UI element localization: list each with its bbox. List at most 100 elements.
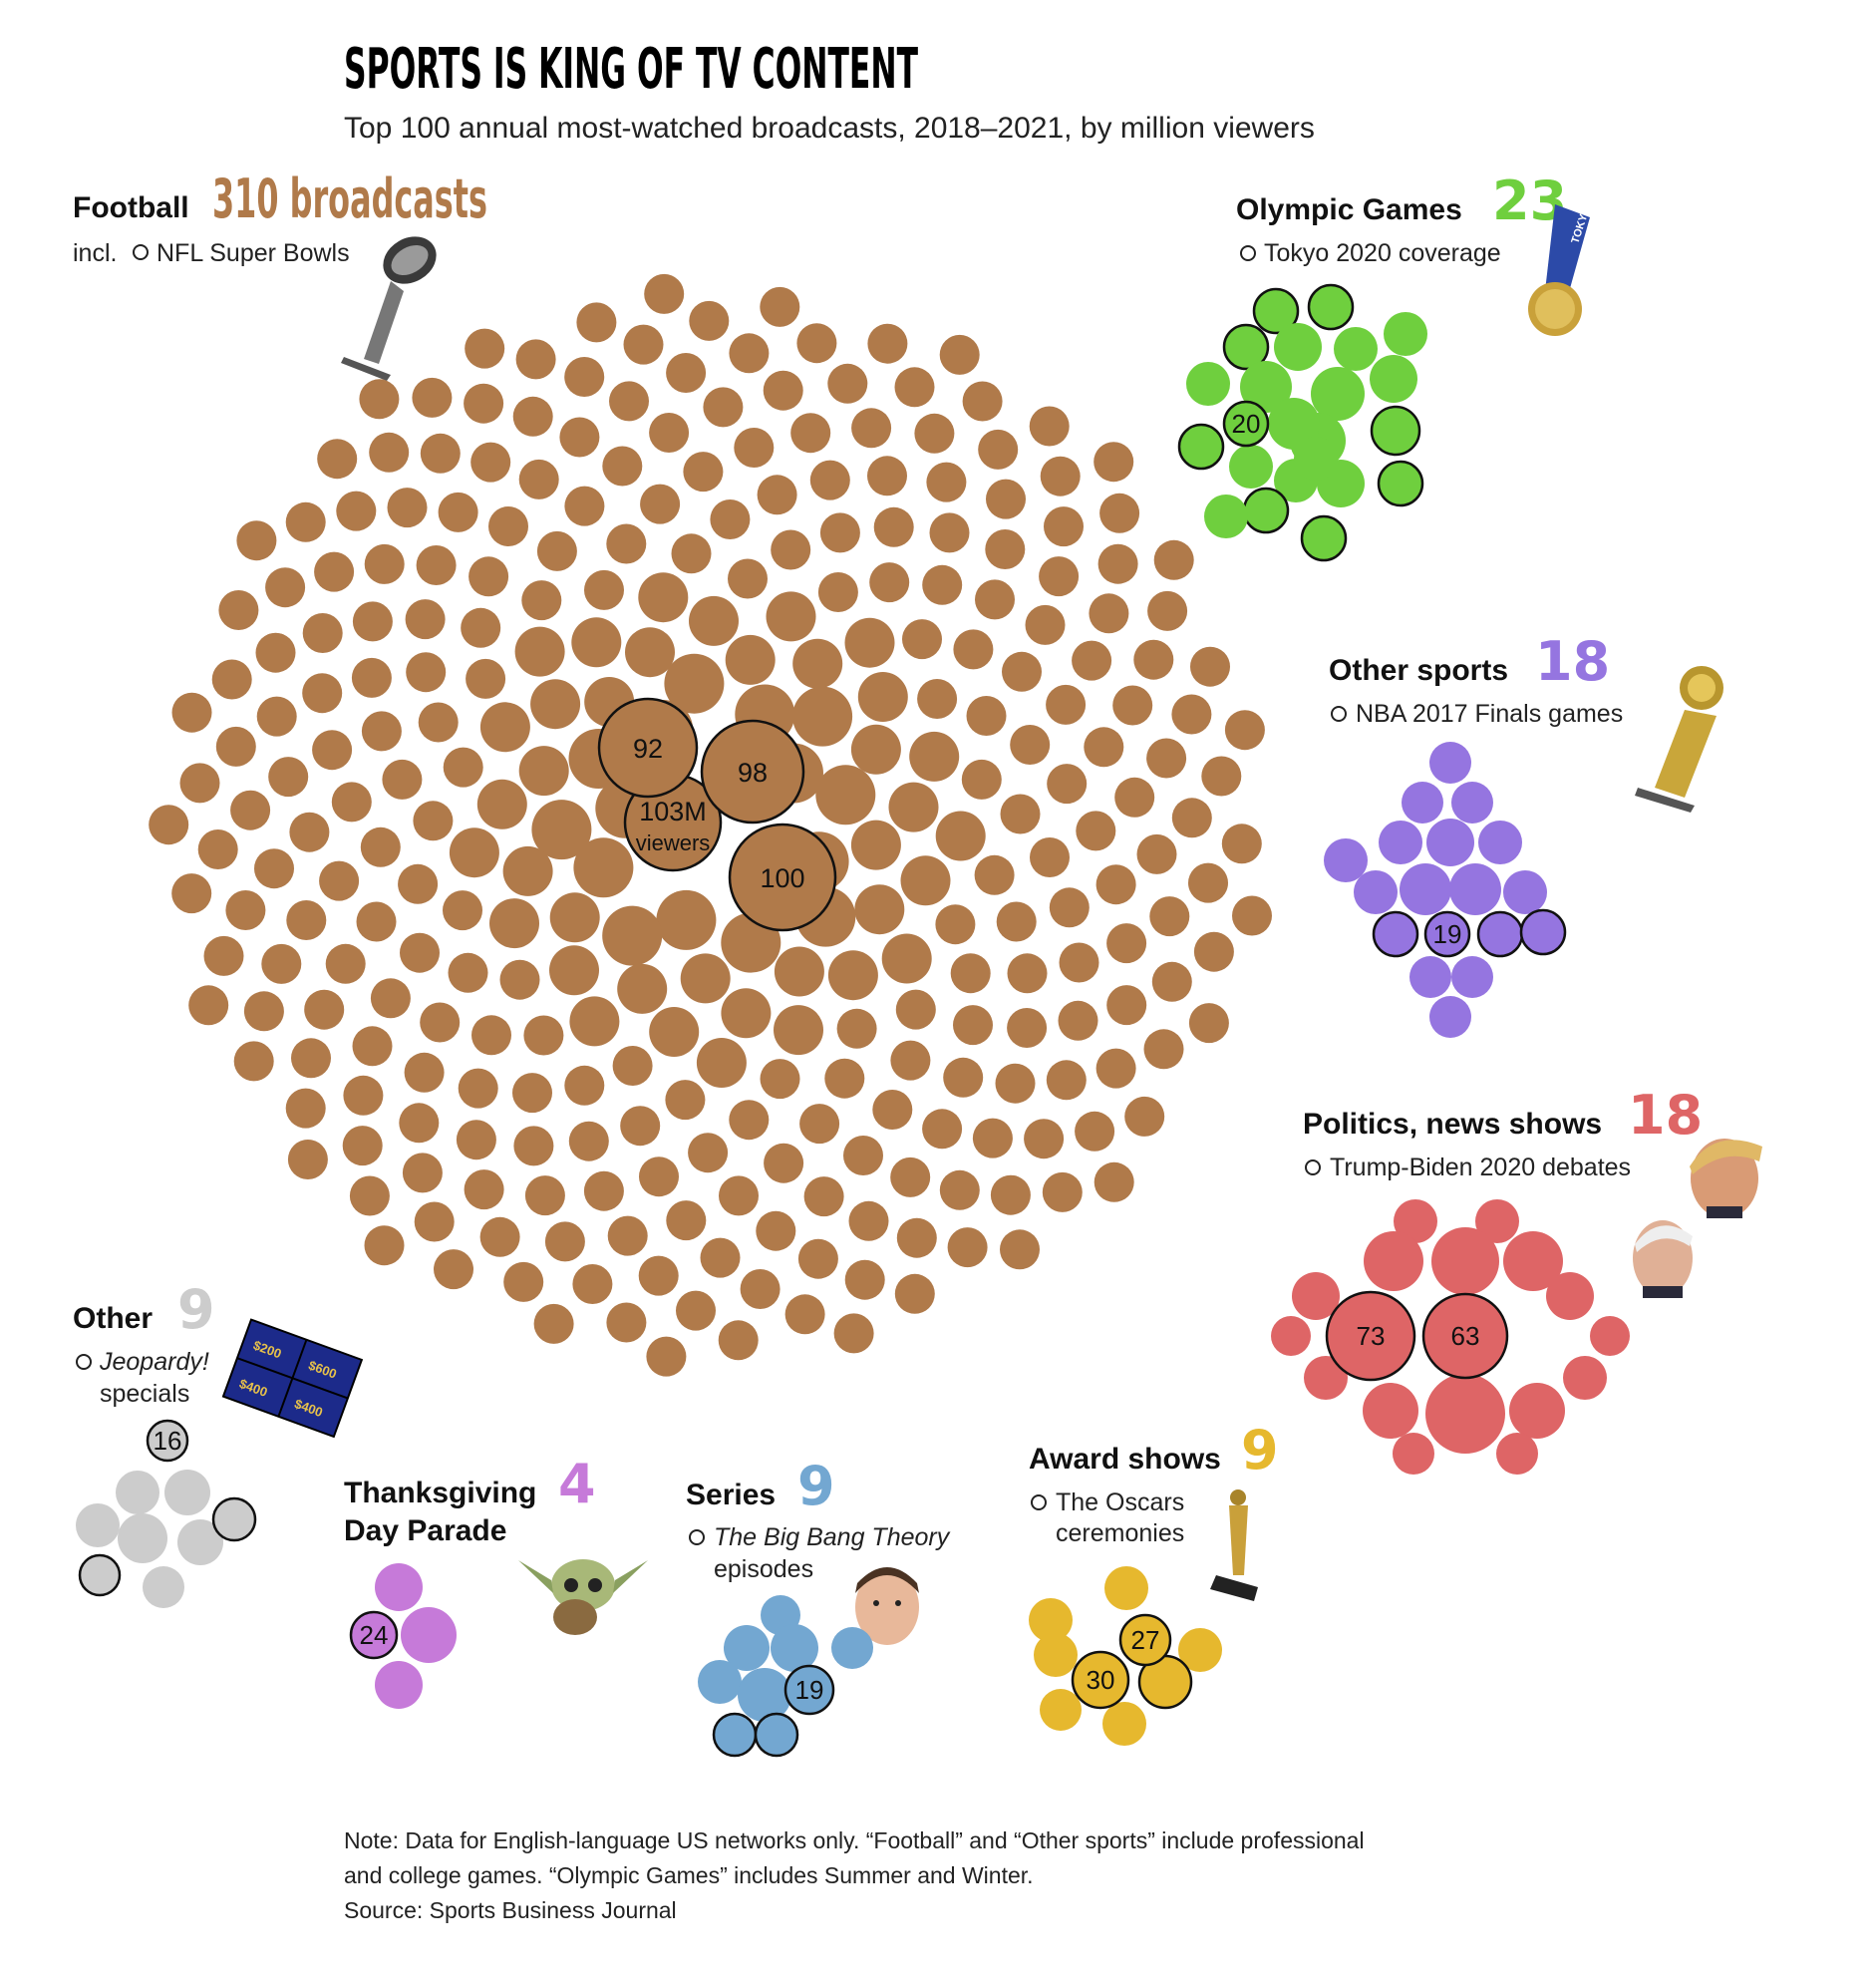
football-bubble xyxy=(533,1303,574,1344)
football-bubble xyxy=(218,590,259,630)
football-bubble xyxy=(405,599,446,640)
series-bubble-value: 19 xyxy=(795,1675,824,1705)
football-bubble xyxy=(1059,942,1099,983)
football-bubble xyxy=(926,462,967,502)
thanksgiving-count: 4 xyxy=(558,1453,596,1515)
othersports-bubble-value: 19 xyxy=(1433,919,1462,949)
series-highlight-suffix: episodes xyxy=(714,1555,813,1583)
football-bubble xyxy=(449,827,499,878)
awards-bubble xyxy=(1178,1628,1222,1672)
football-bubble xyxy=(888,782,939,832)
olympic-bubble xyxy=(1384,312,1427,356)
football-bubble xyxy=(1112,685,1153,726)
football-bubble xyxy=(953,629,994,670)
football-bubble xyxy=(656,889,717,950)
football-bubble xyxy=(256,696,297,737)
awards-highlight: The Oscars xyxy=(1056,1488,1184,1516)
football-bubble xyxy=(331,782,372,823)
football-prefix: incl. xyxy=(73,239,117,267)
football-bubble xyxy=(1024,1119,1065,1159)
highlight-ring-icon xyxy=(1240,245,1256,261)
football-bubble xyxy=(1039,556,1080,597)
football-bubble xyxy=(317,439,358,480)
football-bubble xyxy=(434,1249,473,1290)
football-bubble xyxy=(521,580,562,621)
football-bubble xyxy=(559,417,600,458)
football-bubble xyxy=(972,1118,1013,1158)
football-bubble xyxy=(1114,777,1155,818)
football-bubble xyxy=(1106,923,1147,964)
football-bubble xyxy=(524,1175,565,1216)
politics-bubble xyxy=(1304,1356,1348,1400)
football-bubble xyxy=(1030,837,1070,877)
football-bubble xyxy=(996,901,1037,942)
politics-bubble xyxy=(1496,1433,1538,1475)
football-bubble xyxy=(265,567,306,608)
football-bubble xyxy=(413,801,454,841)
politics-bubble xyxy=(1590,1316,1630,1356)
football-bubble xyxy=(649,413,690,453)
politics-bubble xyxy=(1393,1433,1434,1475)
football-bubble xyxy=(703,387,744,428)
lombardi-trophy-icon xyxy=(341,236,437,381)
football-bubble xyxy=(606,523,647,564)
football-bubble xyxy=(416,545,457,585)
othersports-bubble xyxy=(1519,908,1567,956)
footer-note-line2: and college games. “Olympic Games” inclu… xyxy=(344,1862,1034,1888)
football-highlight-bubble xyxy=(597,697,699,799)
football-bubble xyxy=(1106,985,1147,1026)
football-bubble xyxy=(985,529,1026,569)
football-bubble xyxy=(568,1121,609,1161)
football-bubble xyxy=(230,790,271,830)
othersports-highlight: NBA 2017 Finals games xyxy=(1356,700,1623,728)
series-bubble xyxy=(831,1627,873,1669)
football-bubble xyxy=(729,333,770,374)
awards-highlight-bubble xyxy=(1118,1613,1172,1667)
football-bubble xyxy=(211,659,252,700)
football-bubble xyxy=(1133,639,1174,680)
football-bubble xyxy=(1000,794,1041,834)
other-highlight: Jeopardy! xyxy=(99,1348,209,1376)
football-bubble xyxy=(1171,798,1212,838)
football-bubble xyxy=(623,324,664,365)
football-bubble xyxy=(990,1174,1031,1215)
football-bubble xyxy=(917,679,958,719)
football-bubble xyxy=(268,757,309,798)
other-label: Other xyxy=(73,1302,153,1335)
football-bubble xyxy=(536,530,577,571)
football-bubble xyxy=(302,673,343,714)
football-bubble xyxy=(922,1109,963,1150)
football-bubble xyxy=(544,1221,585,1262)
football-bubble xyxy=(571,617,622,668)
football-bubble xyxy=(1190,646,1230,687)
football-bubble xyxy=(644,273,685,314)
football-bubble xyxy=(564,486,605,526)
othersports-bubble xyxy=(1429,742,1471,784)
football-bubble xyxy=(1221,824,1262,864)
olympic-bubble xyxy=(1186,362,1230,406)
football-bubble xyxy=(412,377,453,418)
football-bubble xyxy=(342,1126,383,1166)
football-bubble xyxy=(1075,1111,1115,1152)
football-bubble xyxy=(792,638,843,689)
football-bubble xyxy=(890,1040,931,1081)
football-bubble xyxy=(844,617,895,668)
bubble-layer: 103M viewers 100 98 92 20 19 73 63 16 24 19 27 30 xyxy=(76,273,1630,1758)
politics-highlight-bubble xyxy=(1325,1290,1416,1382)
football-bubble xyxy=(549,892,600,943)
football-bubble xyxy=(489,898,539,949)
football-bubble xyxy=(939,334,980,375)
other-highlight-suffix: specials xyxy=(100,1380,189,1408)
football-bubble xyxy=(721,988,772,1039)
football-bubble xyxy=(792,686,853,747)
other-bubble xyxy=(116,1471,159,1514)
football-bubble xyxy=(890,1156,931,1197)
football-bubble xyxy=(602,905,663,966)
football-bubble xyxy=(471,1015,511,1056)
politics-bubble xyxy=(1563,1356,1607,1400)
football-bubble xyxy=(857,672,908,722)
football-bubble xyxy=(343,1075,384,1116)
awards-bubble xyxy=(1104,1566,1148,1610)
football-count: 310 broadcasts xyxy=(212,167,487,230)
other-bubble xyxy=(78,1553,122,1597)
